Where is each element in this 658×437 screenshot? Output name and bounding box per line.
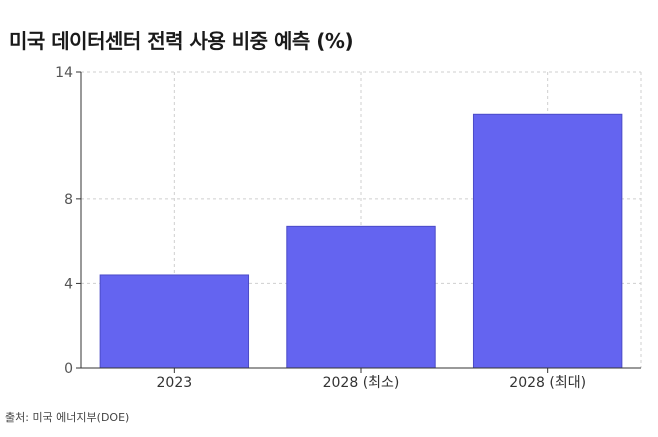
x-tick-label: 2028 (최대): [509, 375, 586, 391]
x-tick-label: 2023: [157, 375, 193, 391]
bar: [472, 113, 623, 369]
y-tick-label: 14: [55, 65, 73, 81]
chart-title: 미국 데이터센터 전력 사용 비중 예측 (%): [9, 29, 354, 53]
y-tick-label: 4: [64, 276, 73, 292]
y-tick-label: 0: [64, 361, 73, 377]
source-note: 출처: 미국 에너지부(DOE): [5, 411, 130, 424]
bar: [286, 225, 436, 369]
x-tick-label: 2028 (최소): [323, 375, 400, 391]
y-tick-label: 8: [64, 192, 73, 208]
bar: [99, 274, 250, 369]
